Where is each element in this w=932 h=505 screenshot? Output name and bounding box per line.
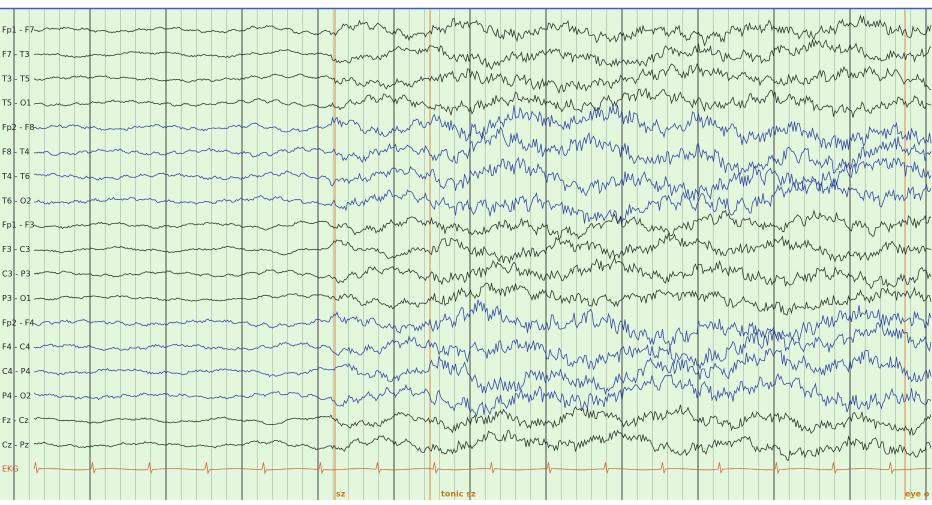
channel-label: T5 - O1 [1,99,31,108]
time-grid [14,9,926,500]
channel-label: T6 - O2 [1,196,31,205]
channel-label: F7 - T3 [2,50,30,59]
channel-label: C4 - P4 [2,367,31,376]
channel-label: P3 - O1 [2,294,31,303]
channel-label: EKG [2,465,19,474]
annotation-label: eye o [905,490,930,499]
channel-label: Fp1 - F3 [2,221,34,230]
channel-label: F4 - C4 [2,343,30,352]
eeg-viewer: Fp1 - F7 F7 - T3 T3 - T5 T5 - O1 Fp2 - F8 F8 … [0,0,932,505]
annotation-label: tonic sz [441,490,476,499]
channel-label: P4 - O2 [2,392,31,401]
channel-label: Fp2 - F8 [2,123,34,132]
channel-label: Cz - Pz [2,440,29,449]
channel-label: T3 - T5 [1,74,30,83]
channel-label: F3 - C3 [2,245,30,254]
channel-label: T4 - T6 [1,172,30,181]
channel-label: C3 - P3 [2,270,31,279]
channel-label: Fz - Cz [2,416,29,425]
trace-background [0,8,932,500]
annotation-label: sz [336,490,346,499]
channel-label: F8 - T4 [2,148,30,157]
channel-label: Fp1 - F7 [2,26,34,35]
channel-label: Fp2 - F4 [2,318,34,327]
